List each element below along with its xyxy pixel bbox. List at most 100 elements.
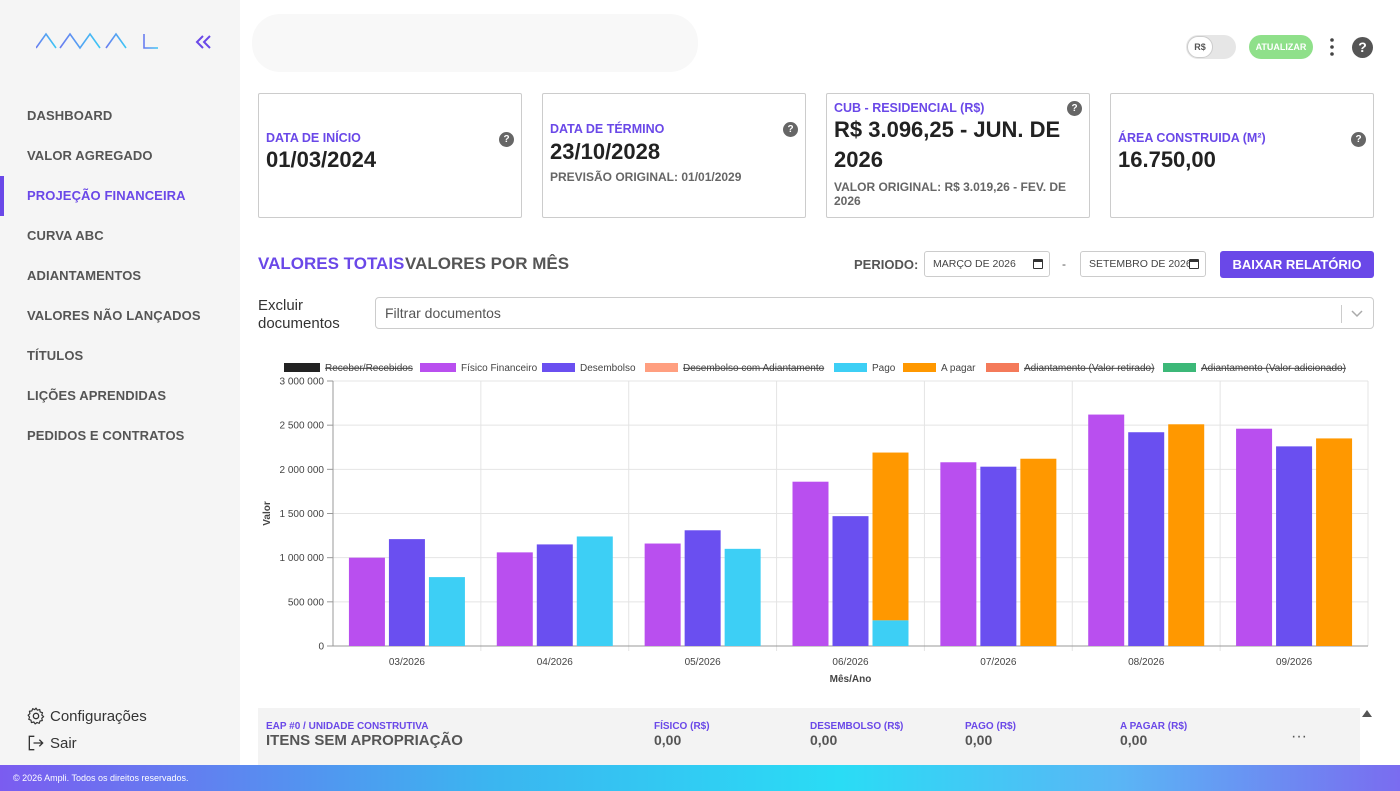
more-vertical-icon[interactable] bbox=[1324, 36, 1340, 58]
bar-pago[interactable] bbox=[576, 536, 613, 646]
sair-link[interactable]: Sair bbox=[26, 730, 147, 756]
bar-desembolso[interactable] bbox=[536, 544, 573, 646]
bar-a-pagar[interactable] bbox=[1168, 424, 1205, 646]
legend-label[interactable]: Adiantamento (Valor retirado) bbox=[1024, 363, 1154, 374]
legend-label[interactable]: Pago bbox=[872, 363, 896, 374]
y-tick-label: 2 500 000 bbox=[280, 421, 325, 432]
help-icon[interactable]: ? bbox=[1352, 37, 1373, 58]
configuracoes-link[interactable]: Configurações bbox=[26, 703, 147, 729]
bar-desembolso[interactable] bbox=[684, 530, 721, 646]
help-icon[interactable]: ? bbox=[783, 122, 798, 137]
x-tick-label: 04/2026 bbox=[537, 657, 574, 668]
bar-desembolso[interactable] bbox=[1276, 446, 1313, 646]
sidebar: DASHBOARD VALOR AGREGADO PROJEÇÃO FINANC… bbox=[0, 0, 240, 765]
sidebar-item-adiantamentos[interactable]: ADIANTAMENTOS bbox=[27, 268, 142, 283]
bar-fisico-financeiro[interactable] bbox=[940, 462, 977, 646]
legend-swatch[interactable] bbox=[986, 363, 1019, 372]
bar-a-pagar[interactable] bbox=[872, 452, 909, 621]
table-header-fisico: FÍSICO (R$) bbox=[654, 721, 710, 732]
tab-valores-por-mes[interactable]: VALORES POR MÊS bbox=[405, 254, 570, 273]
bar-desembolso[interactable] bbox=[832, 516, 869, 646]
legend-label[interactable]: Receber/Recebidos bbox=[325, 363, 413, 374]
calendar-icon[interactable] bbox=[1189, 259, 1199, 269]
eap-table: EAP #0 / UNIDADE CONSTRUTIVA FÍSICO (R$)… bbox=[258, 708, 1360, 765]
legend-label[interactable]: Desembolso com Adiantamento bbox=[683, 363, 825, 374]
sidebar-item-pedidos-contratos[interactable]: PEDIDOS E CONTRATOS bbox=[27, 428, 185, 443]
periodo-separator: - bbox=[1062, 257, 1066, 271]
atualizar-button[interactable]: ATUALIZAR bbox=[1249, 35, 1313, 59]
card-label: DATA DE INÍCIO bbox=[266, 131, 361, 145]
help-icon[interactable]: ? bbox=[1067, 101, 1082, 116]
legend-swatch[interactable] bbox=[834, 363, 867, 372]
legend-label[interactable]: Adiantamento (Valor adicionado) bbox=[1201, 363, 1346, 374]
collapse-sidebar-icon[interactable] bbox=[192, 30, 216, 54]
periodo-label: PERIODO: bbox=[854, 257, 919, 272]
excluir-label-line2: documentos bbox=[258, 315, 340, 332]
table-cell-fisico: 0,00 bbox=[654, 732, 682, 748]
tab-valores-totais[interactable]: VALORES TOTAIS bbox=[258, 254, 405, 273]
configuracoes-label: Configurações bbox=[50, 707, 147, 725]
row-more-button[interactable]: ··· bbox=[1291, 728, 1307, 745]
legend-swatch[interactable] bbox=[903, 363, 936, 372]
bar-fisico-financeiro[interactable] bbox=[348, 557, 385, 646]
x-tick-label: 09/2026 bbox=[1276, 657, 1313, 668]
bar-fisico-financeiro[interactable] bbox=[496, 552, 533, 646]
x-tick-label: 06/2026 bbox=[832, 657, 869, 668]
legend-label[interactable]: Desembolso bbox=[580, 363, 636, 374]
card-value: 23/10/2028 bbox=[550, 139, 661, 164]
card-label: ÁREA CONSTRUIDA (M²) bbox=[1118, 131, 1266, 145]
card-data-inicio: DATA DE INÍCIO ? 01/03/2024 bbox=[258, 93, 522, 218]
table-header-a-pagar: A PAGAR (R$) bbox=[1120, 721, 1188, 732]
periodo-end-value: SETEMBRO DE 2026 bbox=[1089, 258, 1192, 270]
bar-desembolso[interactable] bbox=[980, 466, 1017, 646]
bar-pago[interactable] bbox=[872, 620, 909, 646]
bar-fisico-financeiro[interactable] bbox=[644, 543, 681, 646]
x-tick-label: 08/2026 bbox=[1128, 657, 1165, 668]
help-icon[interactable]: ? bbox=[1351, 132, 1366, 147]
bar-fisico-financeiro[interactable] bbox=[1236, 428, 1273, 646]
legend-swatch[interactable] bbox=[542, 363, 575, 372]
y-tick-label: 1 000 000 bbox=[280, 553, 325, 564]
legend-swatch[interactable] bbox=[420, 363, 456, 372]
legend-label[interactable]: A pagar bbox=[941, 363, 976, 374]
gear-icon bbox=[27, 707, 45, 725]
bar-a-pagar[interactable] bbox=[1316, 438, 1353, 646]
baixar-relatorio-button[interactable]: BAIXAR RELATÓRIO bbox=[1220, 251, 1374, 278]
sidebar-item-curva-abc[interactable]: CURVA ABC bbox=[27, 228, 104, 243]
bar-fisico-financeiro[interactable] bbox=[1088, 414, 1125, 646]
y-axis-title: Valor bbox=[262, 501, 273, 526]
periodo-start-input[interactable]: MARÇO DE 2026 bbox=[924, 251, 1050, 277]
periodo-end-input[interactable]: SETEMBRO DE 2026 bbox=[1080, 251, 1206, 277]
bar-pago[interactable] bbox=[724, 548, 761, 646]
chevron-down-icon[interactable] bbox=[1350, 306, 1364, 320]
table-header-pago: PAGO (R$) bbox=[965, 721, 1016, 732]
sidebar-item-titulos[interactable]: TÍTULOS bbox=[27, 348, 84, 363]
bar-fisico-financeiro[interactable] bbox=[792, 481, 829, 646]
bar-pago[interactable] bbox=[428, 577, 465, 646]
bar-a-pagar[interactable] bbox=[1020, 458, 1057, 646]
calendar-icon[interactable] bbox=[1033, 259, 1043, 269]
card-data-termino: DATA DE TÉRMINO ? 23/10/2028 PREVISÃO OR… bbox=[542, 93, 806, 218]
help-icon[interactable]: ? bbox=[499, 132, 514, 147]
scroll-up-icon[interactable] bbox=[1362, 710, 1372, 717]
x-axis-title: Mês/Ano bbox=[830, 674, 872, 685]
currency-toggle[interactable]: R$ bbox=[1186, 35, 1236, 59]
legend-swatch[interactable] bbox=[1163, 363, 1196, 372]
card-value: 16.750,00 bbox=[1118, 147, 1216, 172]
legend-swatch[interactable] bbox=[645, 363, 678, 372]
sidebar-item-projecao-financeira[interactable]: PROJEÇÃO FINANCEIRA bbox=[0, 176, 240, 216]
sidebar-item-licoes-aprendidas[interactable]: LIÇÕES APRENDIDAS bbox=[27, 388, 167, 403]
blurred-header-area bbox=[252, 14, 698, 72]
sidebar-item-dashboard[interactable]: DASHBOARD bbox=[27, 108, 113, 123]
sidebar-item-valor-agregado[interactable]: VALOR AGREGADO bbox=[27, 148, 153, 163]
legend-label[interactable]: Físico Financeiro bbox=[461, 363, 538, 374]
legend-swatch[interactable] bbox=[284, 363, 320, 372]
bar-desembolso[interactable] bbox=[388, 539, 425, 646]
table-cell-pago: 0,00 bbox=[965, 732, 993, 748]
sidebar-nav: DASHBOARD VALOR AGREGADO PROJEÇÃO FINANC… bbox=[0, 96, 240, 456]
bar-desembolso[interactable] bbox=[1128, 432, 1165, 646]
filtrar-documentos-select[interactable]: Filtrar documentos bbox=[375, 297, 1374, 329]
table-cell-a-pagar: 0,00 bbox=[1120, 732, 1148, 748]
sidebar-item-valores-nao-lancados[interactable]: VALORES NÃO LANÇADOS bbox=[27, 308, 201, 323]
